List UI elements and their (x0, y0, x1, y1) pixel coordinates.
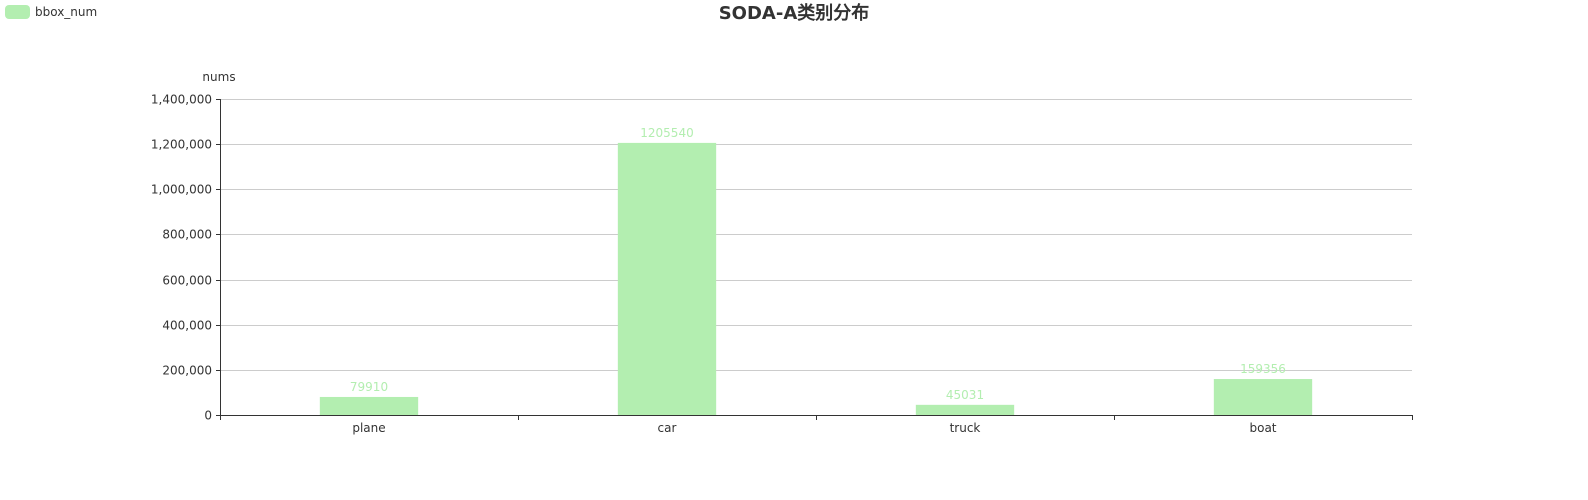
y-tick-label: 1,200,000 (151, 138, 212, 152)
x-tick-label: truck (950, 421, 981, 435)
legend[interactable]: bbox_num (5, 5, 97, 19)
data-label: 45031 (946, 388, 984, 402)
data-label: 1205540 (640, 126, 693, 140)
data-label: 79910 (350, 380, 388, 394)
legend-label: bbox_num (35, 5, 97, 19)
bars (319, 142, 1313, 415)
y-tick-label: 0 (204, 409, 212, 423)
y-tick-label: 600,000 (162, 274, 212, 288)
bar-truck[interactable] (915, 404, 1015, 415)
bar-plane[interactable] (319, 396, 419, 415)
y-tick-label: 800,000 (162, 228, 212, 242)
data-labels: 79910 1205540 45031 159356 (350, 126, 1286, 402)
axes (216, 99, 1413, 420)
legend-swatch (5, 5, 30, 19)
y-tick-label: 200,000 (162, 364, 212, 378)
bar-boat[interactable] (1213, 379, 1313, 415)
y-tick-labels: 0 200,000 400,000 600,000 800,000 1,000,000 1,… (151, 93, 212, 423)
x-tick-label: boat (1249, 421, 1276, 435)
data-label: 159356 (1240, 362, 1286, 376)
y-tick-label: 400,000 (162, 319, 212, 333)
bar-car[interactable] (617, 142, 717, 415)
y-axis-label: nums (202, 70, 235, 84)
y-tick-label: 1,400,000 (151, 93, 212, 107)
x-tick-labels: plane car truck boat (352, 421, 1276, 435)
grid-lines (220, 99, 1412, 371)
x-tick-label: car (658, 421, 677, 435)
x-tick-label: plane (352, 421, 385, 435)
y-tick-label: 1,000,000 (151, 183, 212, 197)
chart-title: SODA-A类别分布 (719, 2, 870, 24)
